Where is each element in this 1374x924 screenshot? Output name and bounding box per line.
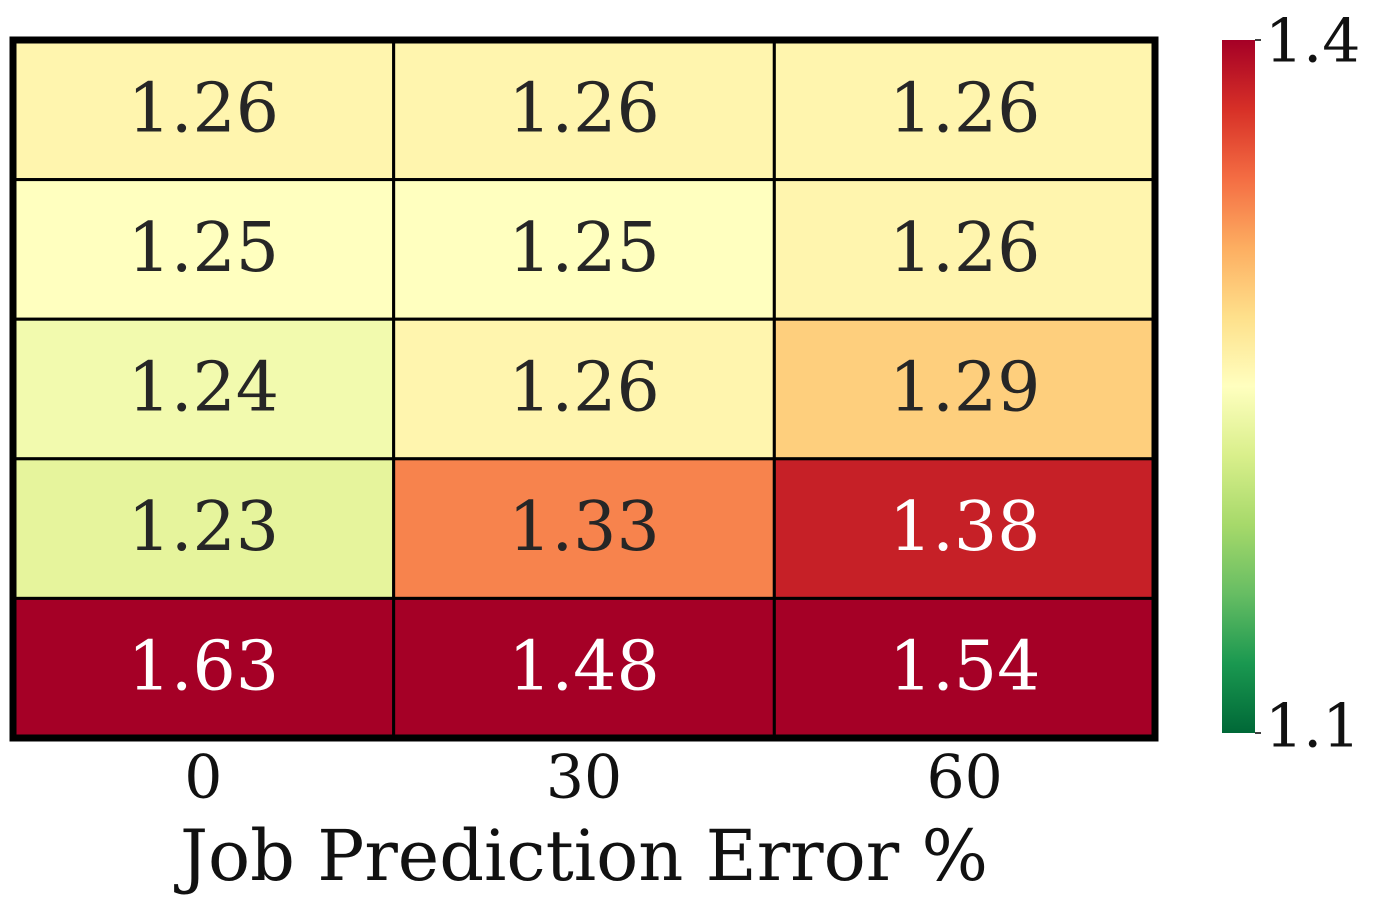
- x-tick-label: 30: [546, 743, 622, 813]
- cell-label: 1.26: [128, 69, 279, 148]
- x-tick-label: 60: [926, 743, 1002, 813]
- heatmap-cell: [11, 38, 396, 182]
- colorbar: [1222, 40, 1255, 733]
- cell-label: 1.26: [508, 349, 659, 428]
- x-axis-label: Job Prediction Error %: [174, 815, 988, 897]
- heatmap-frame: [9, 36, 1159, 742]
- cell-label: 1.48: [508, 628, 659, 707]
- cell-label: 1.24: [128, 349, 279, 428]
- heatmap-cell: [392, 596, 776, 740]
- heatmap-cell: [392, 38, 776, 182]
- cell-label: 1.63: [128, 628, 279, 707]
- cell-label: 1.26: [889, 69, 1040, 148]
- cell-label: 1.26: [508, 69, 659, 148]
- cell-label: 1.33: [508, 488, 659, 567]
- heatmap-cell: [11, 457, 396, 600]
- cell-label: 1.25: [508, 209, 659, 288]
- heatmap-cell: [772, 178, 1157, 321]
- heatmap-cell: [772, 457, 1157, 600]
- cell-label: 1.29: [889, 349, 1040, 428]
- cell-label: 1.23: [128, 488, 279, 567]
- x-tick-label: 0: [184, 743, 222, 813]
- colorbar-tick-label: 1.1: [1265, 692, 1360, 762]
- cell-label: 1.26: [889, 209, 1040, 288]
- cell-label: 1.25: [128, 209, 279, 288]
- cell-label: 1.38: [889, 488, 1040, 567]
- colorbar-tick-label: 1.4: [1265, 7, 1360, 77]
- heatmap-cell: [392, 317, 776, 461]
- cell-label: 1.54: [889, 628, 1040, 707]
- heatmap-cell: [11, 178, 396, 321]
